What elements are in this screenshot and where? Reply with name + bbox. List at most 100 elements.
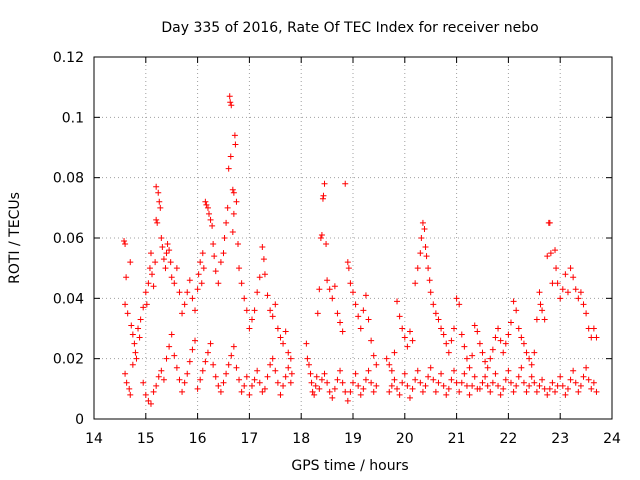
data-point [215, 382, 222, 389]
data-point [345, 265, 352, 272]
data-point [320, 192, 327, 199]
data-point [419, 388, 426, 395]
data-point [391, 349, 398, 356]
data-point [432, 388, 439, 395]
data-point [303, 340, 310, 347]
data-point [176, 289, 183, 296]
data-point [123, 274, 130, 281]
data-point [342, 180, 349, 187]
data-point [326, 286, 333, 293]
data-point [547, 250, 554, 257]
data-point [567, 376, 574, 383]
data-point [559, 382, 566, 389]
x-tick-label: 23 [551, 431, 569, 447]
data-point [572, 379, 579, 386]
data-point [357, 391, 364, 398]
data-point [362, 376, 369, 383]
data-point [145, 397, 152, 404]
data-point [520, 340, 527, 347]
data-point [362, 292, 369, 299]
data-point [313, 373, 320, 380]
data-point [127, 391, 134, 398]
data-point [158, 235, 165, 241]
data-point [146, 265, 153, 272]
data-point [280, 382, 287, 389]
data-point [423, 253, 430, 260]
data-point [505, 331, 512, 338]
data-point [418, 235, 425, 241]
data-point [484, 364, 491, 371]
data-point [505, 367, 512, 374]
data-point [334, 376, 341, 383]
x-tick-label: 15 [137, 431, 155, 447]
data-point [536, 289, 543, 296]
data-point [422, 244, 429, 251]
data-point [155, 373, 162, 380]
y-tick-label: 0.08 [53, 171, 84, 187]
data-point [419, 219, 426, 226]
data-point [140, 379, 147, 386]
data-point [221, 235, 228, 241]
data-point [205, 210, 212, 217]
y-tick-label: 0.06 [53, 231, 84, 247]
data-point [350, 379, 356, 386]
data-point [466, 391, 473, 398]
data-point [197, 259, 204, 266]
data-point [321, 180, 328, 187]
data-point [552, 388, 559, 395]
data-point [319, 195, 326, 202]
data-point [461, 343, 468, 350]
data-point [347, 280, 354, 287]
data-point [122, 241, 129, 248]
data-point [396, 391, 403, 398]
data-point [430, 301, 437, 308]
data-point [448, 376, 455, 383]
data-point [445, 349, 452, 356]
data-point [489, 346, 496, 353]
data-point [484, 382, 491, 389]
data-point [513, 382, 520, 389]
data-point [199, 250, 206, 257]
data-point [342, 388, 349, 395]
data-point [552, 247, 559, 254]
data-point [307, 370, 314, 377]
x-tick-label: 22 [499, 431, 517, 447]
data-point [158, 367, 165, 374]
data-point [285, 349, 292, 356]
data-point [520, 379, 527, 386]
data-point [471, 322, 478, 329]
data-point [575, 388, 582, 395]
data-point [531, 349, 538, 356]
data-point [228, 352, 235, 359]
data-point [435, 316, 442, 323]
data-point [360, 307, 367, 314]
data-point [518, 364, 525, 371]
data-point [246, 325, 253, 332]
data-point [164, 241, 171, 248]
data-point [585, 376, 592, 383]
axis-ticks [93, 56, 613, 420]
data-point [321, 370, 328, 377]
data-point [513, 307, 520, 314]
data-point [528, 361, 535, 368]
data-point [159, 244, 166, 251]
data-point [168, 331, 175, 338]
x-tick-label: 21 [448, 431, 466, 447]
data-point [557, 295, 564, 302]
data-point [337, 367, 344, 374]
data-point [577, 289, 584, 296]
data-point [318, 376, 325, 383]
data-point [264, 373, 271, 380]
data-point [153, 216, 160, 223]
data-point [129, 361, 136, 368]
data-point [546, 385, 553, 392]
data-point [531, 379, 538, 386]
data-point [200, 265, 207, 272]
data-point [233, 198, 240, 205]
data-point [171, 280, 178, 287]
data-point [541, 385, 548, 392]
data-point [236, 265, 243, 272]
data-point [580, 373, 587, 380]
data-point [352, 301, 359, 308]
